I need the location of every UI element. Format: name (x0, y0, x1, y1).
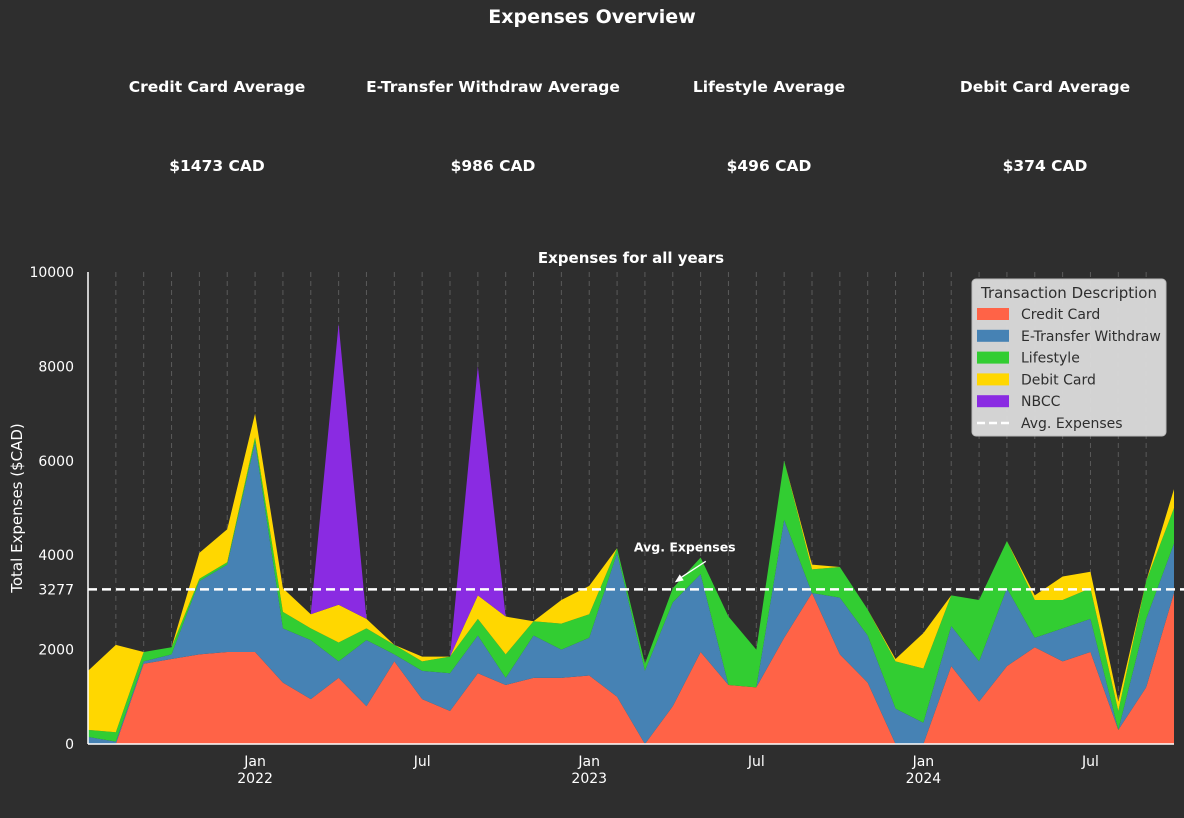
y-tick-label: 2000 (38, 643, 74, 659)
nbcc-spike (450, 366, 506, 657)
average-line-group: Avg. Expenses (88, 539, 1184, 591)
kpi-credit-card-value: $1473 CAD (169, 157, 265, 175)
x-tick-label: Jan (912, 754, 935, 770)
nbcc-area (88, 323, 1174, 702)
legend-label-debit-card: Debit Card (1021, 372, 1096, 388)
legend-label-lifestyle: Lifestyle (1021, 351, 1080, 367)
legend-label-avg.-expenses: Avg. Expenses (1021, 416, 1123, 432)
legend-label-credit-card: Credit Card (1021, 307, 1100, 323)
legend-label-nbcc: NBCC (1021, 394, 1061, 410)
kpi-lifestyle-value: $496 CAD (726, 157, 812, 175)
x-tick-year-label: 2022 (237, 771, 273, 787)
legend-box (971, 278, 1167, 437)
debit-card-area (88, 413, 1174, 733)
lifestyle-area (88, 437, 1174, 742)
x-tick-label: Jul (413, 754, 431, 770)
y-tick-label: 6000 (38, 454, 74, 470)
legend: Transaction Description Credit Card E-Tran… (971, 278, 1167, 437)
credit-card-area (88, 592, 1174, 744)
page-title: Expenses Overview (488, 6, 696, 28)
y-axis-label: Total Expenses ($CAD) (8, 423, 26, 594)
annotation-arrowhead (674, 574, 684, 583)
legend-swatch-lifestyle (977, 351, 1009, 364)
x-tick-year-label: 2024 (906, 771, 942, 787)
x-tick-label: Jan (243, 754, 266, 770)
y-tick-label: 10000 (29, 265, 74, 281)
legend-swatch-nbcc (977, 395, 1009, 408)
x-tick-label: Jul (747, 754, 765, 770)
legend-label-e-transfer-withdraw: E-Transfer Withdraw (1021, 329, 1161, 345)
kpi-credit-card-label: Credit Card Average (128, 78, 306, 96)
kpi-debit-card-label: Debit Card Average (959, 78, 1131, 96)
x-tick-year-label: 2023 (571, 771, 607, 787)
legend-title: Transaction Description (980, 284, 1157, 302)
kpi-debit-card-value: $374 CAD (1002, 157, 1088, 175)
kpi-e-transfer-label: E-Transfer Withdraw Average (366, 78, 620, 96)
e-transfer-withdraw-area (88, 441, 1174, 744)
y-tick-label: 3277 (38, 582, 74, 598)
stacked-areas (88, 323, 1174, 744)
legend-swatch-credit-card (977, 308, 1009, 320)
annotation-label: Avg. Expenses (634, 539, 736, 554)
y-tick-label: 4000 (38, 548, 74, 564)
chart-title: Expenses for all years (538, 249, 724, 267)
x-tick-label: Jan (577, 754, 600, 770)
kpi-lifestyle-label: Lifestyle Average (692, 78, 846, 96)
y-tick-label: 8000 (38, 359, 74, 375)
y-tick-label: 0 (65, 737, 74, 753)
x-tick-label: Jul (1081, 754, 1099, 770)
legend-swatch-e-transfer-withdraw (977, 329, 1009, 342)
kpi-e-transfer-value: $986 CAD (450, 157, 536, 175)
legend-swatch-debit-card (977, 373, 1009, 386)
